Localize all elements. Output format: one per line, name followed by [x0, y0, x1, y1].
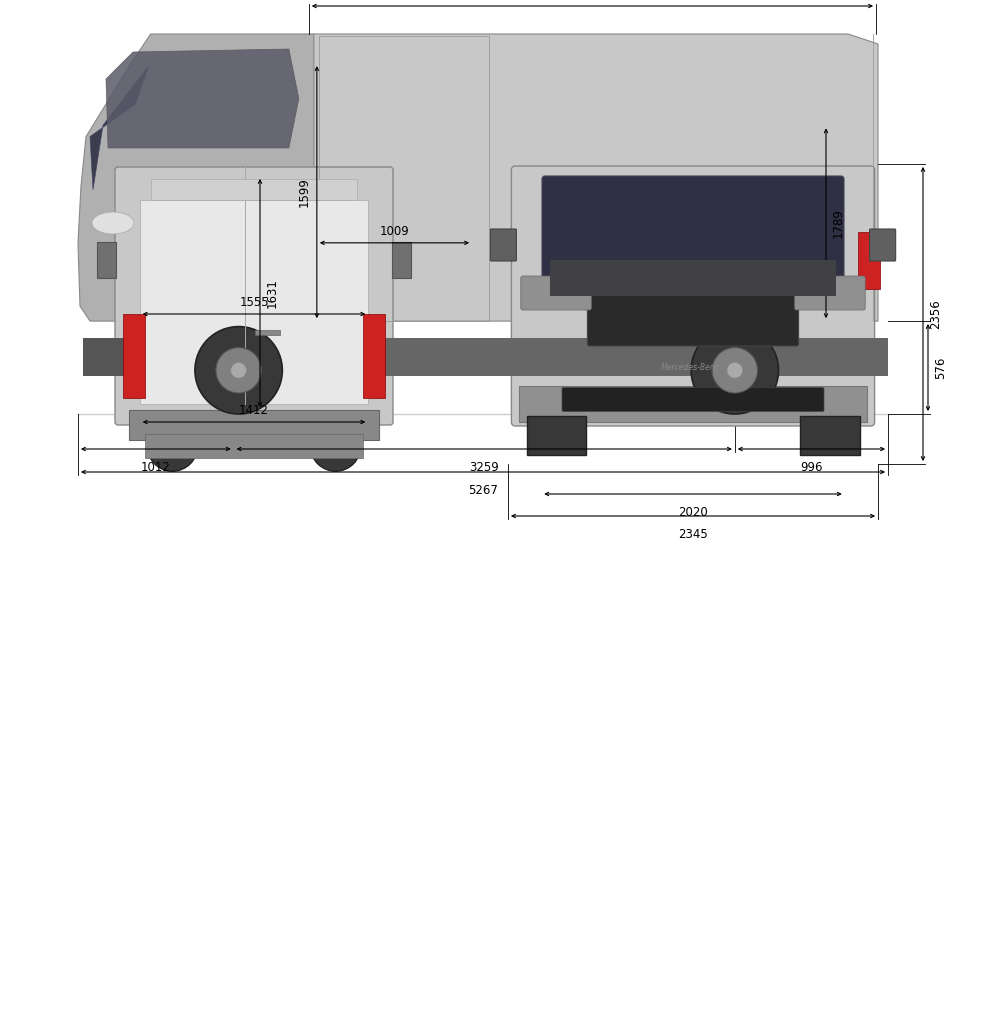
FancyBboxPatch shape: [869, 229, 896, 261]
Text: 1009: 1009: [379, 225, 409, 238]
Bar: [83, 338, 314, 376]
Text: 1599: 1599: [298, 177, 311, 207]
Text: 5267: 5267: [468, 484, 498, 497]
Circle shape: [311, 421, 360, 471]
Circle shape: [148, 421, 198, 471]
Text: 1012: 1012: [141, 461, 170, 474]
Bar: [309, 338, 888, 376]
Circle shape: [712, 347, 757, 393]
Polygon shape: [78, 34, 314, 322]
Text: 1555: 1555: [240, 296, 269, 309]
Bar: [124, 314, 146, 398]
Text: Mercedes-Benz: Mercedes-Benz: [660, 364, 720, 373]
Text: 576: 576: [934, 356, 947, 379]
FancyBboxPatch shape: [587, 276, 799, 346]
Polygon shape: [106, 49, 299, 148]
Bar: [97, 242, 116, 278]
Circle shape: [195, 327, 282, 414]
Polygon shape: [90, 66, 148, 189]
Circle shape: [691, 327, 778, 414]
Bar: [527, 416, 586, 455]
Bar: [800, 416, 859, 455]
Bar: [392, 242, 411, 278]
Text: 1412: 1412: [239, 404, 269, 417]
Text: 2356: 2356: [929, 299, 942, 329]
FancyBboxPatch shape: [562, 387, 824, 412]
Bar: [519, 386, 867, 422]
Bar: [146, 434, 362, 458]
Text: 2020: 2020: [678, 506, 708, 519]
Circle shape: [216, 347, 261, 393]
Bar: [140, 200, 368, 404]
FancyBboxPatch shape: [490, 229, 517, 261]
Text: 2345: 2345: [678, 528, 708, 541]
Text: 3259: 3259: [469, 461, 499, 474]
Polygon shape: [309, 34, 878, 322]
Bar: [150, 179, 357, 200]
FancyBboxPatch shape: [115, 167, 393, 425]
FancyBboxPatch shape: [542, 176, 844, 302]
Text: 1631: 1631: [266, 279, 279, 308]
FancyBboxPatch shape: [521, 276, 591, 310]
FancyBboxPatch shape: [795, 276, 865, 310]
Text: 1789: 1789: [832, 208, 845, 239]
Bar: [550, 260, 836, 296]
Circle shape: [727, 362, 742, 378]
Bar: [858, 231, 880, 289]
Bar: [255, 330, 280, 335]
FancyBboxPatch shape: [512, 166, 874, 426]
Bar: [362, 314, 384, 398]
Circle shape: [231, 362, 247, 378]
Bar: [129, 410, 379, 440]
Text: 996: 996: [800, 461, 823, 474]
Ellipse shape: [92, 212, 134, 234]
